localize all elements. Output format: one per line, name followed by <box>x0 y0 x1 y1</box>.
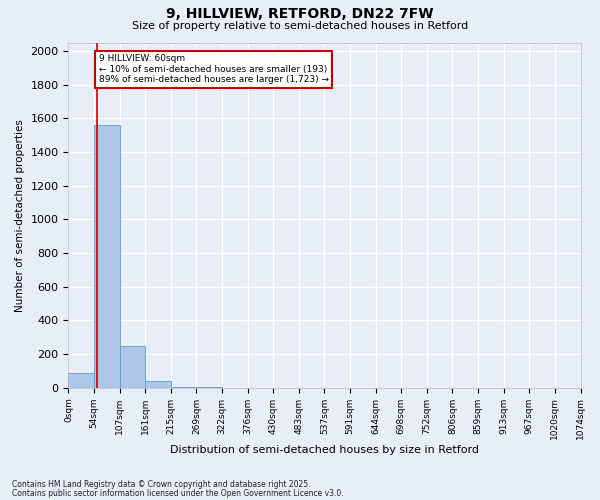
Y-axis label: Number of semi-detached properties: Number of semi-detached properties <box>15 118 25 312</box>
Bar <box>68 372 94 388</box>
Bar <box>145 381 171 388</box>
Bar <box>119 346 145 388</box>
Text: Contains HM Land Registry data © Crown copyright and database right 2025.: Contains HM Land Registry data © Crown c… <box>12 480 311 489</box>
Text: 9 HILLVIEW: 60sqm
← 10% of semi-detached houses are smaller (193)
89% of semi-de: 9 HILLVIEW: 60sqm ← 10% of semi-detached… <box>98 54 329 84</box>
Bar <box>171 387 196 388</box>
Bar <box>94 125 119 388</box>
Text: Size of property relative to semi-detached houses in Retford: Size of property relative to semi-detach… <box>132 21 468 31</box>
X-axis label: Distribution of semi-detached houses by size in Retford: Distribution of semi-detached houses by … <box>170 445 479 455</box>
Text: Contains public sector information licensed under the Open Government Licence v3: Contains public sector information licen… <box>12 489 344 498</box>
Text: 9, HILLVIEW, RETFORD, DN22 7FW: 9, HILLVIEW, RETFORD, DN22 7FW <box>166 8 434 22</box>
